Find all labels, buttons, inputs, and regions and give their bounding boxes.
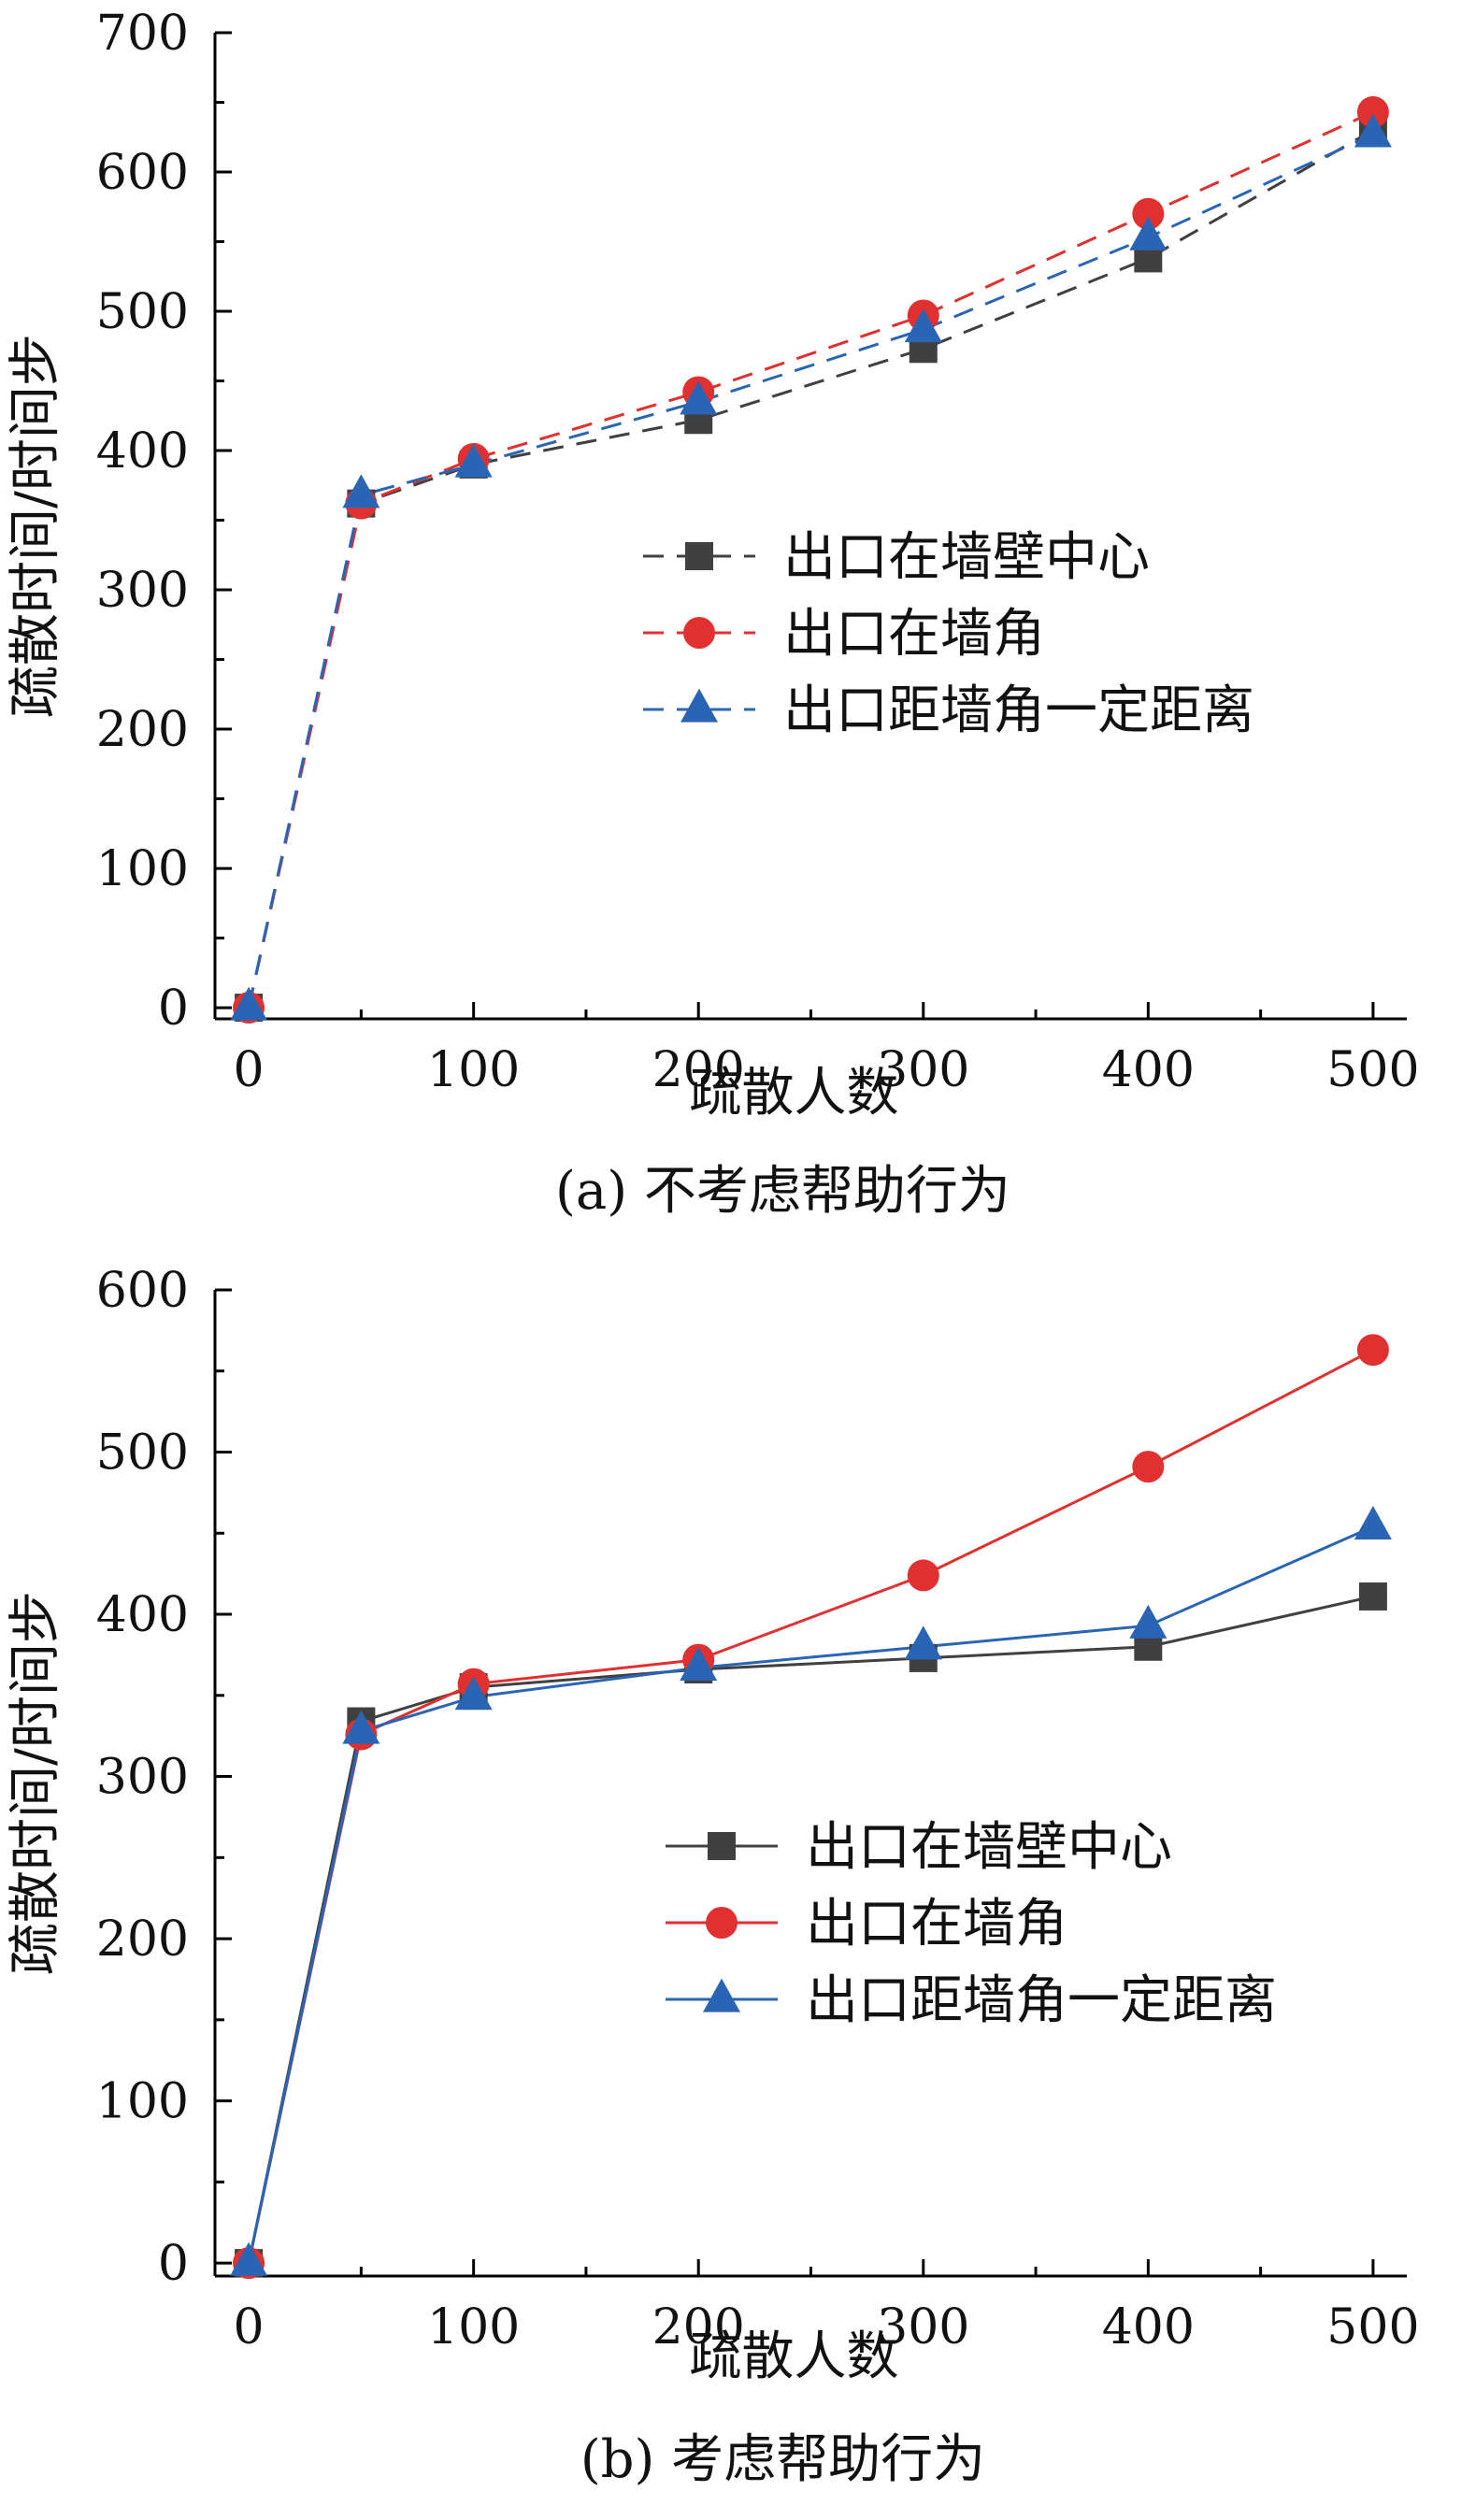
data-point-2: [1132, 1451, 1165, 1483]
data-point-3: [1129, 1604, 1167, 1639]
data-point-3: [1129, 216, 1167, 251]
data-point-2: [1356, 1334, 1389, 1367]
legend-label: 出口在墙角: [806, 1894, 1067, 1954]
data-point-3: [342, 474, 380, 508]
data-point-3: [680, 380, 718, 415]
series-line-2: [247, 1348, 1374, 2264]
chart-b: 0 100 200 300 400 500 600 0 100 200 300 400 500 疏散人数 疏…: [6, 1263, 1420, 2490]
y-tick-label: 300: [96, 1750, 189, 1806]
legend-marker: [683, 617, 715, 649]
x-tick-label: 500: [1326, 2299, 1419, 2355]
y-tick-label: 200: [96, 1911, 189, 1968]
x-tick-label: 0: [234, 2299, 265, 2355]
data-point-3: [680, 1646, 718, 1681]
legend-marker: [708, 1832, 736, 1860]
y-axis-label: 疏散时间/时间步: [6, 1591, 66, 1975]
x-tick-label: 300: [877, 2299, 969, 2355]
y-tick-label: 500: [96, 1425, 189, 1482]
data-point-3: [1354, 113, 1392, 148]
data-point-1: [1358, 1582, 1387, 1611]
legend-label: 出口在墙角: [783, 604, 1045, 665]
x-axis-label: 疏散人数: [690, 1063, 899, 1124]
x-tick-label: 400: [1102, 1042, 1195, 1098]
legend-label: 出口距墙角一定距离: [806, 1970, 1277, 2031]
y-tick-label: 0: [158, 981, 189, 1037]
chart-a: 0 100 200 300 400 500 600 700 0 100 200 300 400 500 疏散…: [6, 6, 1420, 1222]
x-tick-label: 500: [1326, 1042, 1419, 1098]
data-point-3: [342, 1710, 380, 1744]
y-axis-label: 疏散时间/时间步: [6, 334, 66, 718]
y-tick-label: 200: [96, 702, 189, 758]
y-tick-label: 700: [96, 6, 189, 62]
y-tick-label: 100: [96, 2074, 189, 2130]
y-tick-label: 400: [96, 1587, 189, 1643]
x-tick-label: 300: [877, 1042, 969, 1098]
data-point-3: [454, 1676, 493, 1711]
legend-marker: [706, 1907, 738, 1939]
data-point-2: [1132, 197, 1165, 230]
y-tick-label: 600: [96, 1263, 189, 1319]
data-point-3: [230, 2241, 268, 2276]
legend-marker: [680, 688, 718, 723]
chart-caption: (b) 考虑帮助行为: [580, 2429, 985, 2490]
data-point-3: [904, 1625, 942, 1660]
y-tick-label: 500: [96, 284, 189, 340]
data-point-2: [907, 1559, 939, 1592]
legend-marker: [703, 1978, 740, 2012]
y-tick-label: 100: [96, 841, 189, 897]
x-tick-label: 400: [1102, 2299, 1195, 2355]
chart-caption: (a) 不考虑帮助行为: [555, 1161, 1010, 1222]
data-point-3: [1354, 1506, 1392, 1540]
legend-marker: [685, 542, 713, 570]
data-point-3: [230, 986, 268, 1021]
data-point-3: [904, 308, 942, 343]
x-tick-label: 200: [652, 2299, 745, 2355]
data-point-3: [454, 443, 493, 478]
data-point-2: [1356, 95, 1389, 128]
x-axis-label: 疏散人数: [690, 2327, 899, 2387]
x-tick-label: 100: [427, 2299, 520, 2355]
legend-label: 出口在墙壁中心: [806, 1817, 1172, 1878]
x-tick-label: 200: [652, 1042, 745, 1098]
y-tick-label: 600: [96, 145, 189, 201]
legend-label: 出口距墙角一定距离: [783, 680, 1254, 741]
legend-label: 出口在墙壁中心: [783, 527, 1150, 588]
y-tick-label: 0: [158, 2236, 189, 2292]
x-tick-label: 0: [234, 1042, 265, 1098]
x-tick-label: 100: [427, 1042, 520, 1098]
y-tick-label: 300: [96, 563, 189, 619]
y-tick-label: 400: [96, 423, 189, 480]
